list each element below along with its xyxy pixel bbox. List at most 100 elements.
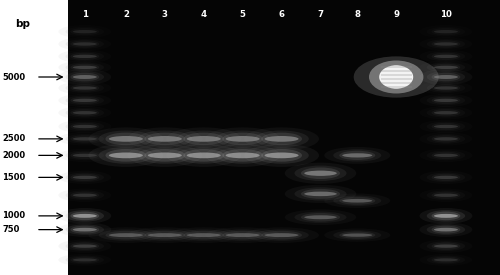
Ellipse shape [294, 211, 346, 223]
Ellipse shape [426, 39, 465, 49]
Ellipse shape [66, 172, 104, 182]
Ellipse shape [340, 232, 376, 239]
Ellipse shape [434, 86, 458, 90]
Ellipse shape [58, 240, 111, 253]
Text: 2000: 2000 [2, 151, 26, 160]
Text: 8: 8 [354, 10, 360, 19]
Ellipse shape [420, 208, 472, 224]
Ellipse shape [106, 133, 146, 145]
Ellipse shape [148, 153, 182, 158]
Ellipse shape [216, 229, 270, 241]
Ellipse shape [70, 109, 99, 116]
Ellipse shape [66, 241, 104, 251]
Ellipse shape [138, 131, 192, 147]
Ellipse shape [420, 61, 472, 74]
Text: 1500: 1500 [2, 173, 26, 182]
Ellipse shape [70, 152, 99, 159]
Ellipse shape [420, 69, 472, 85]
Ellipse shape [426, 210, 465, 222]
Ellipse shape [294, 166, 346, 181]
Ellipse shape [66, 83, 104, 93]
Ellipse shape [176, 147, 231, 164]
Ellipse shape [434, 125, 458, 128]
Ellipse shape [426, 95, 465, 105]
Ellipse shape [301, 189, 340, 199]
Ellipse shape [294, 187, 346, 200]
Ellipse shape [434, 244, 458, 248]
Ellipse shape [70, 211, 99, 220]
Ellipse shape [128, 144, 202, 167]
Ellipse shape [176, 229, 231, 241]
Ellipse shape [73, 258, 97, 261]
Ellipse shape [304, 215, 337, 219]
Ellipse shape [148, 136, 182, 142]
Ellipse shape [73, 125, 97, 128]
Ellipse shape [334, 196, 382, 206]
Ellipse shape [285, 163, 356, 184]
Ellipse shape [426, 134, 465, 144]
Bar [381, 86, 412, 88]
Ellipse shape [66, 39, 104, 49]
Ellipse shape [432, 211, 460, 220]
Ellipse shape [88, 144, 164, 167]
Ellipse shape [206, 127, 280, 150]
Ellipse shape [66, 122, 104, 131]
Ellipse shape [66, 71, 104, 83]
Ellipse shape [426, 190, 465, 200]
Ellipse shape [434, 258, 458, 261]
Ellipse shape [73, 30, 97, 33]
Ellipse shape [70, 64, 99, 71]
Ellipse shape [432, 53, 460, 60]
Ellipse shape [70, 97, 99, 104]
Text: 9: 9 [393, 10, 399, 19]
Bar [381, 78, 412, 80]
Ellipse shape [186, 153, 220, 158]
Ellipse shape [70, 226, 99, 233]
Ellipse shape [426, 108, 465, 118]
Ellipse shape [66, 108, 104, 118]
Ellipse shape [144, 133, 185, 145]
Ellipse shape [66, 95, 104, 105]
Ellipse shape [88, 227, 164, 243]
Ellipse shape [264, 153, 298, 158]
Text: 750: 750 [2, 225, 20, 234]
Ellipse shape [70, 84, 99, 92]
Ellipse shape [73, 86, 97, 90]
Text: 2500: 2500 [2, 134, 26, 143]
Ellipse shape [432, 135, 460, 142]
Ellipse shape [426, 241, 465, 251]
Ellipse shape [138, 229, 192, 241]
Bar [381, 74, 412, 76]
Ellipse shape [264, 233, 298, 237]
Ellipse shape [426, 27, 465, 37]
Ellipse shape [73, 154, 97, 157]
Ellipse shape [432, 174, 460, 181]
Ellipse shape [432, 40, 460, 48]
Ellipse shape [70, 135, 99, 142]
Ellipse shape [254, 229, 309, 241]
Ellipse shape [70, 243, 99, 250]
Ellipse shape [254, 131, 309, 147]
Ellipse shape [73, 214, 97, 218]
Ellipse shape [73, 244, 97, 248]
Ellipse shape [66, 27, 104, 37]
Ellipse shape [148, 233, 182, 237]
Ellipse shape [106, 149, 146, 162]
Ellipse shape [166, 144, 241, 167]
Ellipse shape [342, 233, 372, 237]
Ellipse shape [128, 227, 202, 243]
Ellipse shape [432, 123, 460, 130]
Ellipse shape [186, 136, 220, 142]
Ellipse shape [109, 233, 143, 237]
Ellipse shape [354, 56, 438, 98]
Ellipse shape [432, 243, 460, 250]
Text: 6: 6 [278, 10, 284, 19]
Ellipse shape [304, 192, 337, 196]
Ellipse shape [216, 131, 270, 147]
Bar [381, 70, 412, 72]
Ellipse shape [106, 231, 146, 240]
Ellipse shape [222, 231, 263, 240]
Ellipse shape [244, 227, 319, 243]
Ellipse shape [379, 65, 413, 89]
Ellipse shape [324, 194, 390, 208]
